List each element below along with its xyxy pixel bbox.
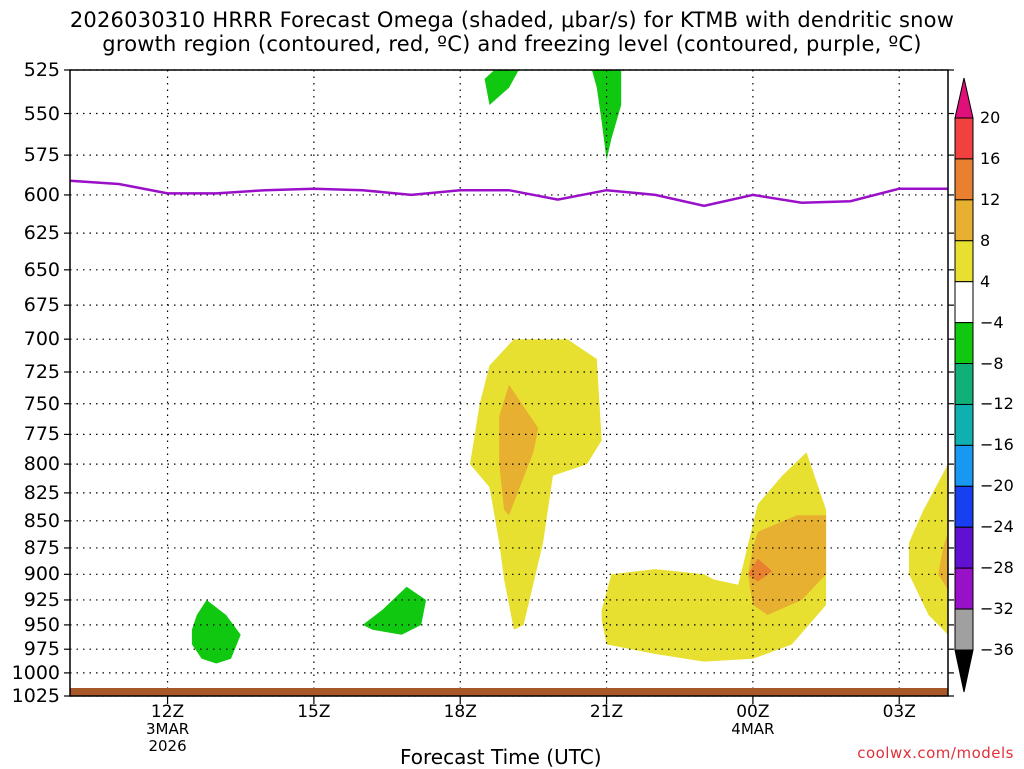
x-tick-label-line: 12Z — [150, 702, 185, 722]
x-tick-label-line: 4MAR — [731, 720, 775, 738]
y-tick-label-750: 750 — [23, 392, 60, 415]
x-tick-label-line: 00Z — [736, 702, 770, 722]
x-tick-label-15Z: 15Z — [274, 704, 354, 721]
credit-text[interactable]: coolwx.com/models — [857, 744, 1014, 762]
x-tick-label-00Z: 00Z 4MAR — [713, 704, 793, 738]
colorbar-label-12: −32 — [980, 599, 1014, 619]
y-tick-label-675: 675 — [23, 294, 60, 317]
x-axis-title: Forecast Time (UTC) — [400, 745, 602, 769]
colorbar-bin-12 — [954, 608, 974, 651]
colorbar-label-9: −20 — [980, 476, 1014, 496]
chart-title: 2026030310 HRRR Forecast Omega (shaded, … — [0, 8, 1024, 56]
y-tick-label-800: 800 — [23, 453, 60, 476]
y-tick-label-725: 725 — [23, 361, 60, 383]
omega-region-upward-right-edge — [909, 464, 948, 635]
colorbar-bin-6 — [954, 363, 974, 405]
omega-region-downward-525-a — [484, 70, 519, 105]
colorbar-bottom-arrow — [954, 649, 974, 693]
colorbar-label-13: −36 — [980, 640, 1014, 659]
colorbar-label-7: −12 — [980, 394, 1014, 414]
colorbar-top-arrow — [954, 77, 974, 119]
colorbar-label-8: −16 — [980, 435, 1014, 455]
freezing-level-line — [69, 179, 948, 208]
colorbar-label-10: −24 — [980, 517, 1014, 537]
colorbar-bin-8 — [954, 444, 974, 487]
omega-region-downward-525-b — [591, 70, 622, 160]
y-tick-label-625: 625 — [23, 222, 60, 245]
colorbar-bin-7 — [954, 403, 974, 446]
colorbar-bin-0 — [954, 117, 974, 160]
x-tick-label-line: 18Z — [443, 702, 477, 722]
omega-region-upward-925-max — [748, 558, 773, 582]
y-tick-label-1025: 1025 — [11, 685, 60, 707]
colorbar-label-2: 12 — [980, 189, 1001, 209]
omega-region-downward-950-mid — [362, 586, 427, 635]
x-tick-label-line: 21Z — [589, 702, 624, 722]
x-tick-label-line: 15Z — [297, 702, 331, 722]
x-tick-label-03Z: 03Z — [859, 704, 939, 721]
colorbar-bin-2 — [954, 199, 974, 242]
x-tick-label-12Z: 12Z 3MAR 2026 — [128, 704, 208, 755]
x-tick-label-21Z: 21Z — [567, 704, 647, 721]
colorbar-bin-9 — [954, 485, 974, 528]
omega-region-upward-700-core — [499, 384, 539, 516]
y-tick-label-600: 600 — [23, 183, 60, 206]
y-tick-label-900: 900 — [23, 563, 60, 586]
omega-region-upward-925-core — [748, 515, 827, 615]
y-tick-label-875: 875 — [23, 536, 60, 559]
chart-title-line-2: growth region (contoured, red, ºC) and f… — [102, 32, 922, 56]
colorbar-label-0: 20 — [980, 108, 1001, 127]
colorbar-label-3: 8 — [980, 230, 991, 250]
colorbar-bin-5 — [954, 322, 974, 365]
omega-region-upward-700 — [470, 339, 602, 630]
y-tick-label-650: 650 — [23, 258, 60, 281]
colorbar-label-1: 16 — [980, 148, 1001, 168]
y-tick-label-525: 525 — [23, 59, 60, 81]
y-tick-label-925: 925 — [23, 588, 60, 611]
y-tick-label-775: 775 — [23, 423, 60, 446]
colorbar-label-4: 4 — [980, 271, 991, 291]
surface-band — [70, 688, 948, 696]
y-tick-label-975: 975 — [23, 638, 60, 661]
colorbar-bin-1 — [954, 158, 974, 201]
colorbar-label-11: −28 — [980, 558, 1014, 578]
y-tick-label-1000: 1000 — [11, 661, 60, 684]
x-tick-label-line: 3MAR — [145, 720, 190, 738]
y-tick-label-550: 550 — [23, 102, 60, 125]
colorbar-bin-3 — [954, 240, 974, 283]
colorbar-bin-10 — [954, 526, 974, 569]
chart-title-line-1: 2026030310 HRRR Forecast Omega (shaded, … — [69, 8, 955, 32]
colorbar-bin-4 — [954, 281, 974, 324]
y-tick-label-950: 950 — [23, 613, 60, 636]
x-tick-label-line: 2026 — [148, 737, 187, 755]
plot-frame — [69, 69, 949, 697]
omega-region-downward-950-left — [191, 600, 241, 664]
y-tick-label-825: 825 — [23, 481, 60, 504]
x-tick-label-18Z: 18Z — [420, 704, 500, 721]
y-tick-label-850: 850 — [23, 509, 60, 532]
omega-region-upward-right-edge-core — [938, 531, 948, 590]
colorbar-label-5: −4 — [980, 312, 1004, 332]
x-tick-label-line: 03Z — [882, 702, 916, 722]
colorbar-bin-11 — [954, 567, 974, 610]
y-tick-label-575: 575 — [23, 144, 60, 167]
y-tick-label-700: 700 — [23, 328, 60, 351]
colorbar-label-6: −8 — [980, 353, 1004, 373]
